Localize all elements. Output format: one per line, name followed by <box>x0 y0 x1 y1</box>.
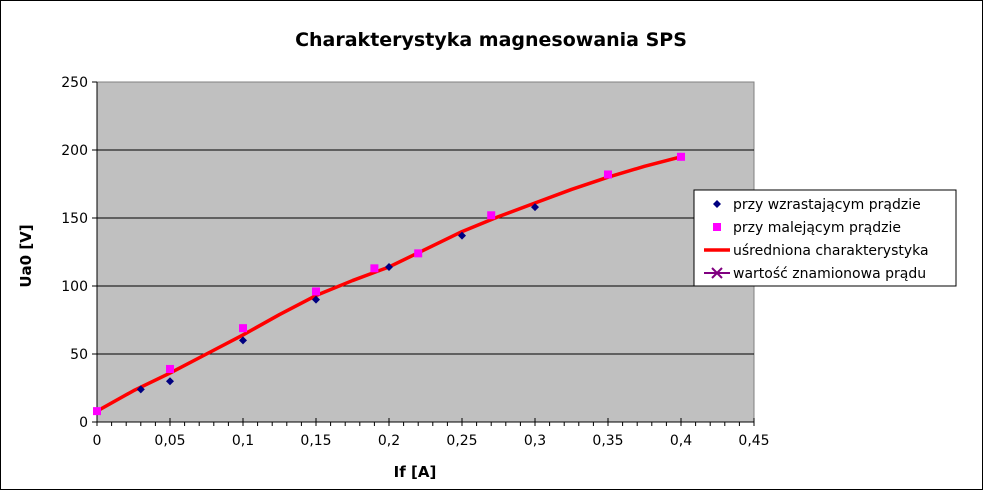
y-tick-label: 200 <box>61 143 88 159</box>
legend-swatch-3 <box>711 267 723 279</box>
data-point-series-0 <box>312 295 320 304</box>
data-point-series-0 <box>239 336 247 345</box>
x-tick-label: 0,45 <box>738 433 769 449</box>
x-axis-label: If [A] <box>394 463 437 481</box>
data-point-series-0 <box>458 231 466 240</box>
legend-box <box>693 189 957 287</box>
x-tick-label: 0,4 <box>670 433 692 449</box>
gridlines <box>97 149 754 355</box>
data-point-series-0 <box>136 385 145 394</box>
y-tick-label: 100 <box>61 279 88 295</box>
tick-labels: 0 50 100 150 200 250 0 0,05 0,1 0,15 0,2 0,25 0,3 0,3… <box>61 75 769 449</box>
chart-title: Charakterystyka magnesowania SPS <box>295 29 687 51</box>
legend-swatch-0 <box>713 200 721 208</box>
x-tick-label: 0 <box>93 433 102 449</box>
y-axis-label: Ua0 [V] <box>17 224 35 287</box>
data-point-series-1 <box>166 364 174 373</box>
series-layer <box>93 152 685 416</box>
data-point-series-1 <box>414 249 423 258</box>
x-tick-label: 0,15 <box>300 433 331 449</box>
plot-area <box>96 81 755 423</box>
legend-label-1: przy malejącym prądzie <box>733 220 901 236</box>
x-tick-label: 0,1 <box>232 433 254 449</box>
data-point-series-1 <box>604 170 612 179</box>
data-point-series-1 <box>312 287 320 296</box>
legend-label-0: przy wzrastającym prądzie <box>733 197 921 213</box>
data-point-series-1 <box>93 407 101 416</box>
data-point-series-0 <box>385 262 393 271</box>
legend-label-3: wartość znamionowa prądu <box>733 266 926 282</box>
legend-label-2: uśredniona charakterystyka <box>733 243 929 259</box>
x-tick-label: 0,25 <box>446 433 477 449</box>
x-tick-label: 0,2 <box>378 433 400 449</box>
data-point-series-1 <box>677 152 685 161</box>
data-point-series-0 <box>531 203 539 212</box>
data-point-series-1 <box>487 211 496 220</box>
x-tick-label: 0,35 <box>592 433 623 449</box>
y-tick-label: 250 <box>61 75 88 91</box>
y-tick-label: 50 <box>70 347 88 363</box>
legend-swatch-1 <box>713 223 721 231</box>
x-tick-label: 0,3 <box>524 433 546 449</box>
data-point-series-0 <box>166 377 174 386</box>
y-tick-label: 0 <box>79 415 88 431</box>
x-tick-label: 0,05 <box>154 433 185 449</box>
data-point-series-1 <box>239 324 247 333</box>
y-tick-label: 150 <box>61 211 88 227</box>
data-point-series-1 <box>370 264 379 273</box>
axes <box>92 81 755 426</box>
legend: przy wzrastającym prądzie przy malejącym … <box>693 189 957 287</box>
